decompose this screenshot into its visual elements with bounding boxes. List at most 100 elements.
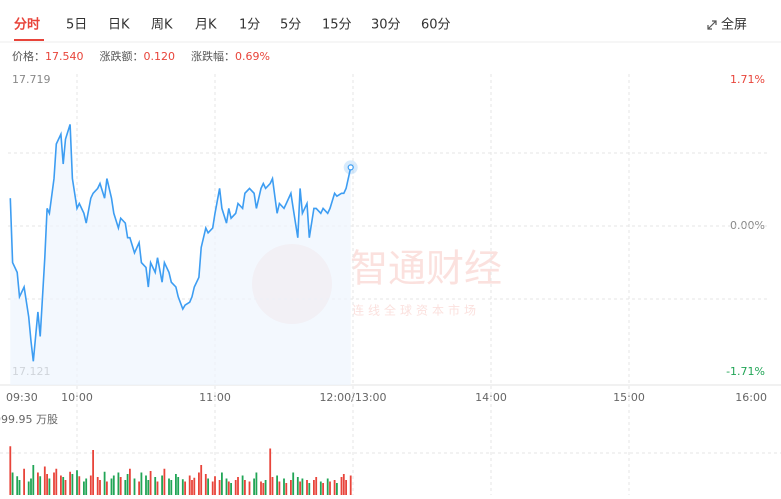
volume-bar (299, 481, 301, 495)
volume-bar (200, 464, 203, 495)
volume-bar (248, 481, 251, 495)
volume-bar (62, 476, 65, 495)
volume-bar (260, 481, 262, 495)
volume-bar (276, 475, 278, 495)
x-tick-label: 10:00 (61, 391, 93, 404)
volume-bar (221, 472, 223, 495)
volume-bar (27, 481, 30, 495)
volume-bar (9, 446, 12, 495)
volume-bar (313, 479, 315, 495)
volume-bar (322, 482, 324, 495)
volume-bar (283, 478, 285, 495)
info-value: 0.69% (235, 50, 270, 63)
tab[interactable]: 日K (108, 18, 130, 33)
x-tick-label: 11:00 (199, 391, 231, 404)
volume-bar (60, 475, 62, 495)
volume-bar (269, 448, 272, 495)
volume-bar (39, 476, 42, 495)
volume-bar (64, 479, 67, 495)
volume-bar (106, 481, 108, 495)
volume-bar (177, 476, 180, 495)
fullscreen-icon[interactable] (707, 20, 717, 30)
volume-bar (69, 471, 71, 495)
volume-bar (138, 481, 140, 495)
x-tick-label: 12:00/13:00 (319, 391, 386, 404)
volume-bar (71, 473, 74, 495)
volume-bar (278, 481, 281, 495)
volume-bar (156, 481, 159, 495)
tab[interactable]: 60分 (421, 18, 451, 33)
volume-bar (175, 473, 177, 495)
y-tick-label: 17.719 (12, 73, 51, 86)
volume-bar (271, 476, 274, 495)
volume-bar (89, 475, 92, 495)
active-tab-underline (14, 39, 44, 41)
volume-bar (133, 478, 136, 495)
volume-bar (55, 468, 58, 495)
volume-bar (198, 472, 200, 495)
volume-bar (193, 477, 196, 495)
fullscreen-button[interactable]: 全屏 (721, 17, 747, 33)
volume-bar (83, 481, 85, 495)
last-point (347, 164, 354, 171)
volume-bar (99, 479, 101, 495)
volume-bar (170, 479, 173, 495)
volume-bar (149, 470, 152, 495)
volume-bar (336, 482, 338, 495)
volume-tick-label: 999.95 万股 (0, 413, 58, 426)
volume-bar (214, 476, 216, 495)
volume-bar (204, 473, 207, 495)
tab[interactable]: 分时 (14, 17, 40, 33)
tab[interactable]: 30分 (371, 18, 401, 33)
volume-bar (112, 475, 115, 495)
tab[interactable]: 5分 (280, 18, 301, 33)
volume-bar (147, 479, 150, 495)
volume-bar (53, 472, 55, 495)
volume-bar (292, 472, 295, 495)
volume-bar (241, 475, 244, 495)
volume-bar (225, 478, 228, 495)
x-tick-label: 14:00 (475, 391, 507, 404)
volume-bar (48, 478, 51, 495)
volume-bar (315, 476, 318, 495)
volume-bar (333, 479, 336, 495)
volume-bar (207, 478, 209, 495)
volume-bar (129, 468, 131, 495)
volume-bar (296, 476, 299, 495)
volume-bar (168, 478, 170, 495)
volume-bar (16, 476, 19, 495)
tab[interactable]: 月K (195, 18, 217, 33)
x-tick-label: 15:00 (613, 391, 645, 404)
volume-bar (78, 476, 81, 495)
info-value: 0.120 (144, 50, 176, 63)
watermark-subtitle: 连线全球资本市场 (352, 303, 480, 318)
volume-bar (18, 479, 21, 495)
tab[interactable]: 周K (151, 18, 173, 33)
volume-bar (237, 476, 239, 495)
volume-bar (326, 478, 329, 495)
volume-bar (253, 478, 255, 495)
info-label: 价格： (12, 49, 45, 63)
volume-bar (244, 479, 246, 495)
tab[interactable]: 5日 (66, 18, 87, 33)
volume-bar (76, 470, 78, 495)
volume-bar (262, 482, 265, 495)
tab[interactable]: 1分 (239, 18, 260, 33)
volume-bar (191, 479, 193, 495)
volume-bar (230, 482, 232, 495)
volume-bar (306, 479, 308, 495)
price-area (10, 124, 351, 386)
volume-bar (345, 479, 347, 495)
volume-bar (46, 473, 48, 495)
volume-bar (285, 482, 288, 495)
volume-bar (184, 481, 186, 495)
volume-bar (181, 479, 184, 495)
volume-bar (340, 476, 343, 495)
volume-bar (290, 479, 292, 495)
volume-bar (342, 473, 345, 495)
y2-tick-label: -1.71% (726, 365, 765, 378)
volume-bar (211, 481, 214, 495)
volume-bar (234, 479, 237, 495)
tab[interactable]: 15分 (322, 18, 352, 33)
